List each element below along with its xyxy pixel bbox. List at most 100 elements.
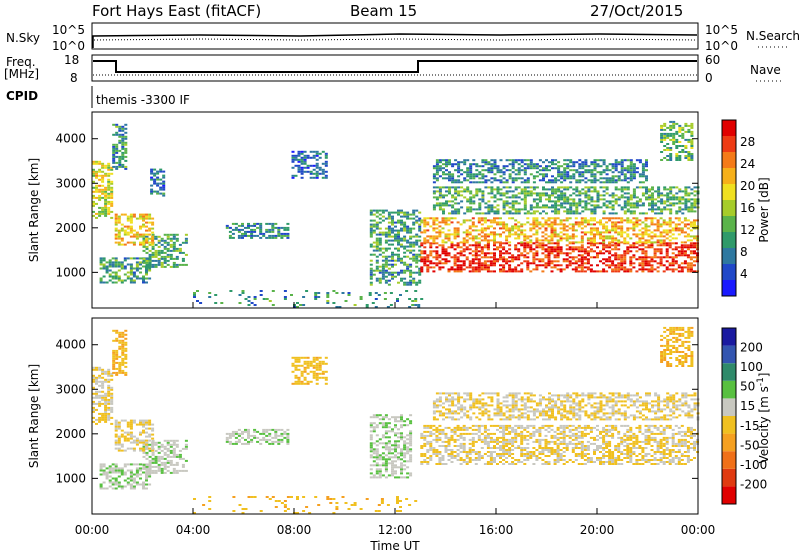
heatmap-cell [624, 169, 627, 171]
heatmap-cell [438, 260, 441, 262]
heatmap-cell [406, 284, 409, 286]
heatmap-cell [391, 276, 394, 278]
heatmap-cell [454, 217, 457, 219]
heatmap-cell [505, 225, 508, 227]
heatmap-cell [151, 242, 154, 244]
heatmap-cell [394, 212, 397, 214]
heatmap-cell [420, 461, 423, 463]
heatmap-cell [572, 229, 575, 231]
heatmap-cell [127, 226, 130, 228]
heatmap-cell [238, 433, 241, 435]
heatmap-cell [560, 250, 563, 252]
heatmap-cell [423, 231, 426, 233]
heatmap-cell [95, 163, 98, 165]
heatmap-cell [626, 270, 629, 272]
heatmap-cell [623, 252, 626, 254]
heatmap-cell [454, 264, 457, 266]
heatmap-cell [494, 206, 497, 208]
heatmap-cell [146, 452, 149, 454]
heatmap-cell [632, 221, 635, 223]
heatmap-cell [121, 486, 124, 488]
heatmap-cell [594, 188, 597, 190]
heatmap-cell [581, 256, 584, 258]
heatmap-cell [618, 171, 621, 173]
heatmap-cell [532, 260, 535, 262]
heatmap-cell [409, 442, 412, 444]
heatmap-cell [490, 206, 493, 208]
heatmap-cell [524, 212, 527, 214]
heatmap-cell [271, 229, 274, 231]
heatmap-cell [101, 391, 104, 393]
heatmap-cell [384, 292, 387, 294]
heatmap-cell [373, 230, 376, 232]
heatmap-cell [666, 208, 669, 210]
heatmap-cell [533, 181, 536, 183]
heatmap-cell [524, 159, 527, 161]
heatmap-cell [454, 233, 457, 235]
heatmap-cell [518, 208, 521, 210]
heatmap-cell [124, 350, 127, 352]
heatmap-cell [675, 145, 678, 147]
heatmap-cell [633, 177, 636, 179]
heatmap-cell [106, 268, 109, 270]
heatmap-cell [606, 169, 609, 171]
heatmap-cell [124, 338, 127, 340]
heatmap-cell [672, 237, 675, 239]
heatmap-cell [475, 192, 478, 194]
heatmap-cell [304, 155, 307, 157]
heatmap-cell [551, 181, 554, 183]
heatmap-cell [481, 268, 484, 270]
heatmap-cell [106, 488, 109, 490]
heatmap-cell [690, 258, 693, 260]
heatmap-cell [484, 266, 487, 268]
heatmap-cell [584, 177, 587, 179]
heatmap-cell [149, 472, 152, 474]
heatmap-cell [149, 468, 152, 470]
heatmap-cell [672, 260, 675, 262]
heatmap-cell [632, 246, 635, 248]
heatmap-cell [641, 233, 644, 235]
heatmap-cell [145, 436, 148, 438]
heatmap-cell [110, 399, 113, 401]
heatmap-cell [304, 369, 307, 371]
heatmap-cell [690, 229, 693, 231]
heatmap-cell [578, 266, 581, 268]
heatmap-cell [654, 190, 657, 192]
heatmap-cell [439, 175, 442, 177]
heatmap-cell [124, 128, 127, 130]
heatmap-cell [412, 258, 415, 260]
heatmap-cell [490, 167, 493, 169]
heatmap-cell [98, 163, 101, 165]
heatmap-cell [563, 163, 566, 165]
heatmap-cell [322, 377, 325, 379]
heatmap-cell [107, 203, 110, 205]
heatmap-cell [542, 167, 545, 169]
heatmap-cell [629, 268, 632, 270]
heatmap-cell [514, 237, 517, 239]
heatmap-cell [527, 159, 530, 161]
heatmap-cell [484, 161, 487, 163]
heatmap-cell [310, 151, 313, 153]
heatmap-cell [409, 246, 412, 248]
heatmap-cell [136, 438, 139, 440]
heatmap-cell [394, 240, 397, 242]
heatmap-cell [439, 194, 442, 196]
heatmap-cell [426, 266, 429, 268]
heatmap-cell [412, 282, 415, 284]
heatmap-cell [551, 204, 554, 206]
heatmap-cell [436, 198, 439, 200]
heatmap-cell [101, 399, 104, 401]
heatmap-cell [508, 229, 511, 231]
heatmap-cell [487, 179, 490, 181]
heatmap-cell [298, 369, 301, 371]
heatmap-cell [518, 163, 521, 165]
heatmap-cell [663, 188, 666, 190]
heatmap-cell [104, 393, 107, 395]
heatmap-cell [505, 270, 508, 272]
heatmap-cell [151, 240, 154, 242]
heatmap-cell [292, 151, 295, 153]
heatmap-cell [620, 268, 623, 270]
heatmap-cell [385, 464, 388, 466]
heatmap-cell [370, 268, 373, 270]
heatmap-cell [690, 239, 693, 241]
